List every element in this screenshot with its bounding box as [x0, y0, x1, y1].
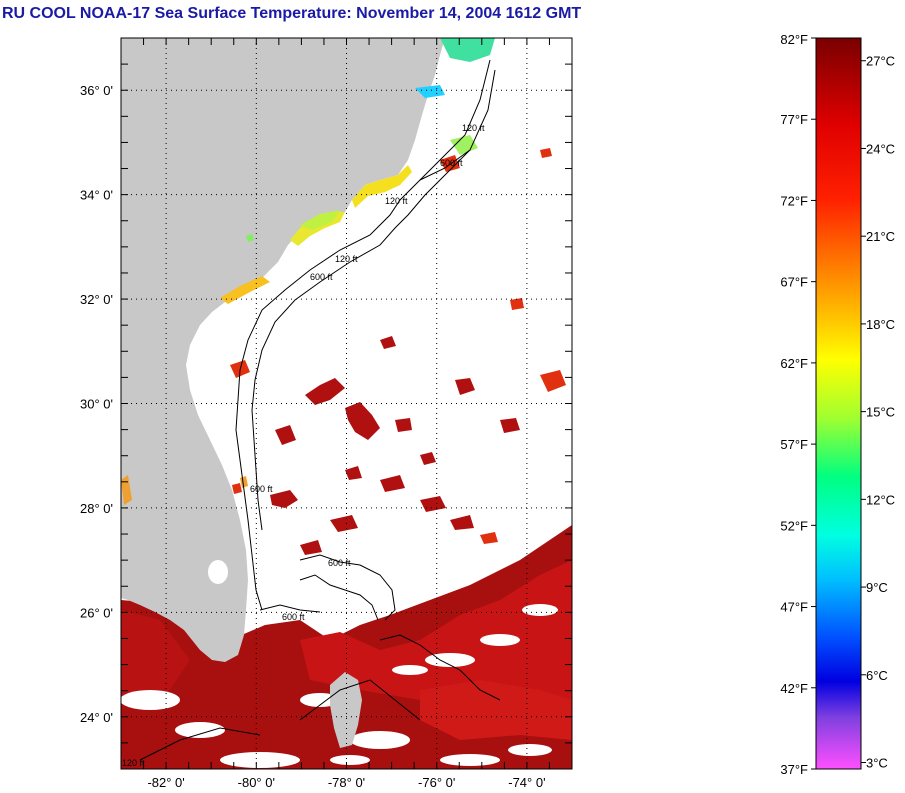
nearshore-sst [121, 38, 495, 505]
scattered-sst-patches [270, 336, 520, 555]
colorbar-f-label: 77°F [780, 112, 808, 127]
lat-tick-label: 24° 0' [80, 710, 113, 725]
cloud-cover [121, 604, 558, 768]
colorbar-c-label: 21°C [866, 229, 895, 244]
colorbar [815, 37, 862, 770]
colorbar-c-label: 18°C [866, 317, 895, 332]
lat-tick-label: 36° 0' [80, 83, 113, 98]
us-mainland-land [121, 38, 445, 662]
contour-label: 600 ft [310, 272, 333, 282]
contour-label: 600 ft [250, 484, 273, 494]
lon-tick-label: -78° 0' [328, 775, 365, 790]
colorbar-c-label: 6°C [866, 668, 888, 683]
colorbar-c-label: 3°C [866, 756, 888, 771]
colorbar-c-label: 27°C [866, 54, 895, 69]
colorbar-f-label: 82°F [780, 32, 808, 47]
lon-tick-label: -74° 0' [508, 775, 545, 790]
lat-tick-label: 26° 0' [80, 605, 113, 620]
colorbar-c-label: 9°C [866, 580, 888, 595]
colorbar-c-label: 12°C [866, 492, 895, 507]
contour-label: 120 ft [122, 758, 145, 768]
colorbar-f-label: 42°F [780, 681, 808, 696]
lat-tick-label: 28° 0' [80, 501, 113, 516]
colorbar-labels: 82°F 77°F 72°F 67°F 62°F 57°F 52°F 47°F 42°F 37°F… [780, 32, 895, 777]
colorbar-f-label: 47°F [780, 600, 808, 615]
contour-label: 600 ft [440, 158, 463, 168]
map-gridlines [121, 38, 572, 769]
colorbar-c-label: 15°C [866, 405, 895, 420]
colorbar-f-label: 67°F [780, 275, 808, 290]
contour-label: 120 ft [385, 196, 408, 206]
lat-tick-label: 30° 0' [80, 397, 113, 412]
lon-tick-label: -82° 0' [147, 775, 184, 790]
warm-sst-region [121, 525, 572, 769]
lat-tick-label: 34° 0' [80, 188, 113, 203]
bathymetry-contours [139, 59, 501, 761]
colorbar-f-label: 37°F [780, 762, 808, 777]
colorbar-f-label: 57°F [780, 437, 808, 452]
lon-tick-label: -76° 0' [418, 775, 455, 790]
contour-label: 600 ft [328, 558, 351, 568]
colorbar-f-label: 62°F [780, 356, 808, 371]
colorbar-c-label: 24°C [866, 141, 895, 156]
lake-okeechobee [208, 560, 228, 584]
map-title: RU COOL NOAA-17 Sea Surface Temperature:… [2, 5, 582, 22]
lat-tick-label: 32° 0' [80, 292, 113, 307]
colorbar-f-label: 52°F [780, 518, 808, 533]
colorbar-f-label: 72°F [780, 193, 808, 208]
contour-label: 120 ft [462, 123, 485, 133]
axis-ticks: 36° 0' 34° 0' 32° 0' 30° 0' 28° 0' 26° 0' 24° … [80, 37, 573, 790]
contour-label: 600 ft [282, 612, 305, 622]
lon-tick-label: -80° 0' [238, 775, 275, 790]
